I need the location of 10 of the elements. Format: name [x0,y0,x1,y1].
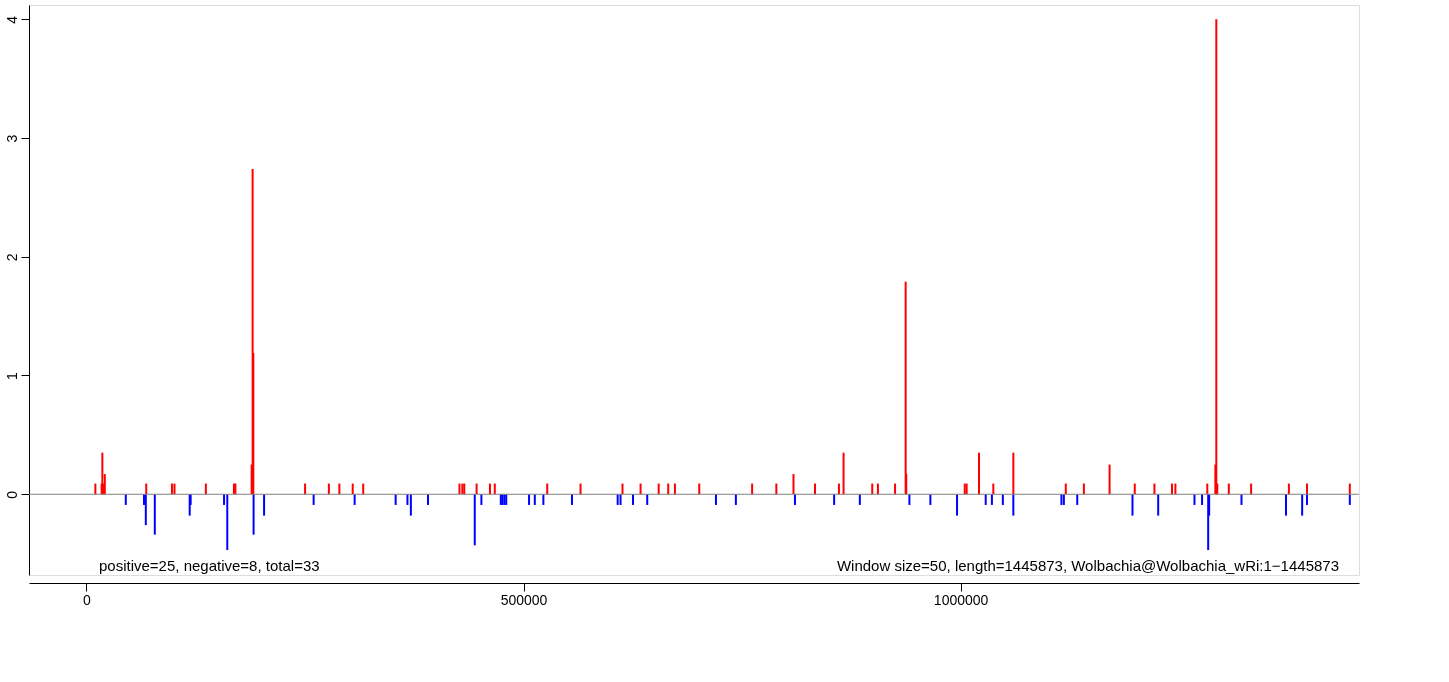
annotation: positive=25, negative=8, total=33 [99,556,320,574]
x-tick-label: 0 [83,591,92,608]
y-tick-label: 1 [3,371,20,380]
y-tick-label: 3 [3,134,20,143]
x-tick-label: 500000 [500,591,548,608]
x-tick-label: 1000000 [933,591,989,608]
y-tick-label: 2 [3,253,20,262]
y-tick-label: 4 [3,15,20,24]
y-tick-label: 0 [3,490,20,499]
annotation: Window size=50, length=1445873, Wolbachia@Wolbachia_wRi:1−1445873 [836,556,1339,574]
